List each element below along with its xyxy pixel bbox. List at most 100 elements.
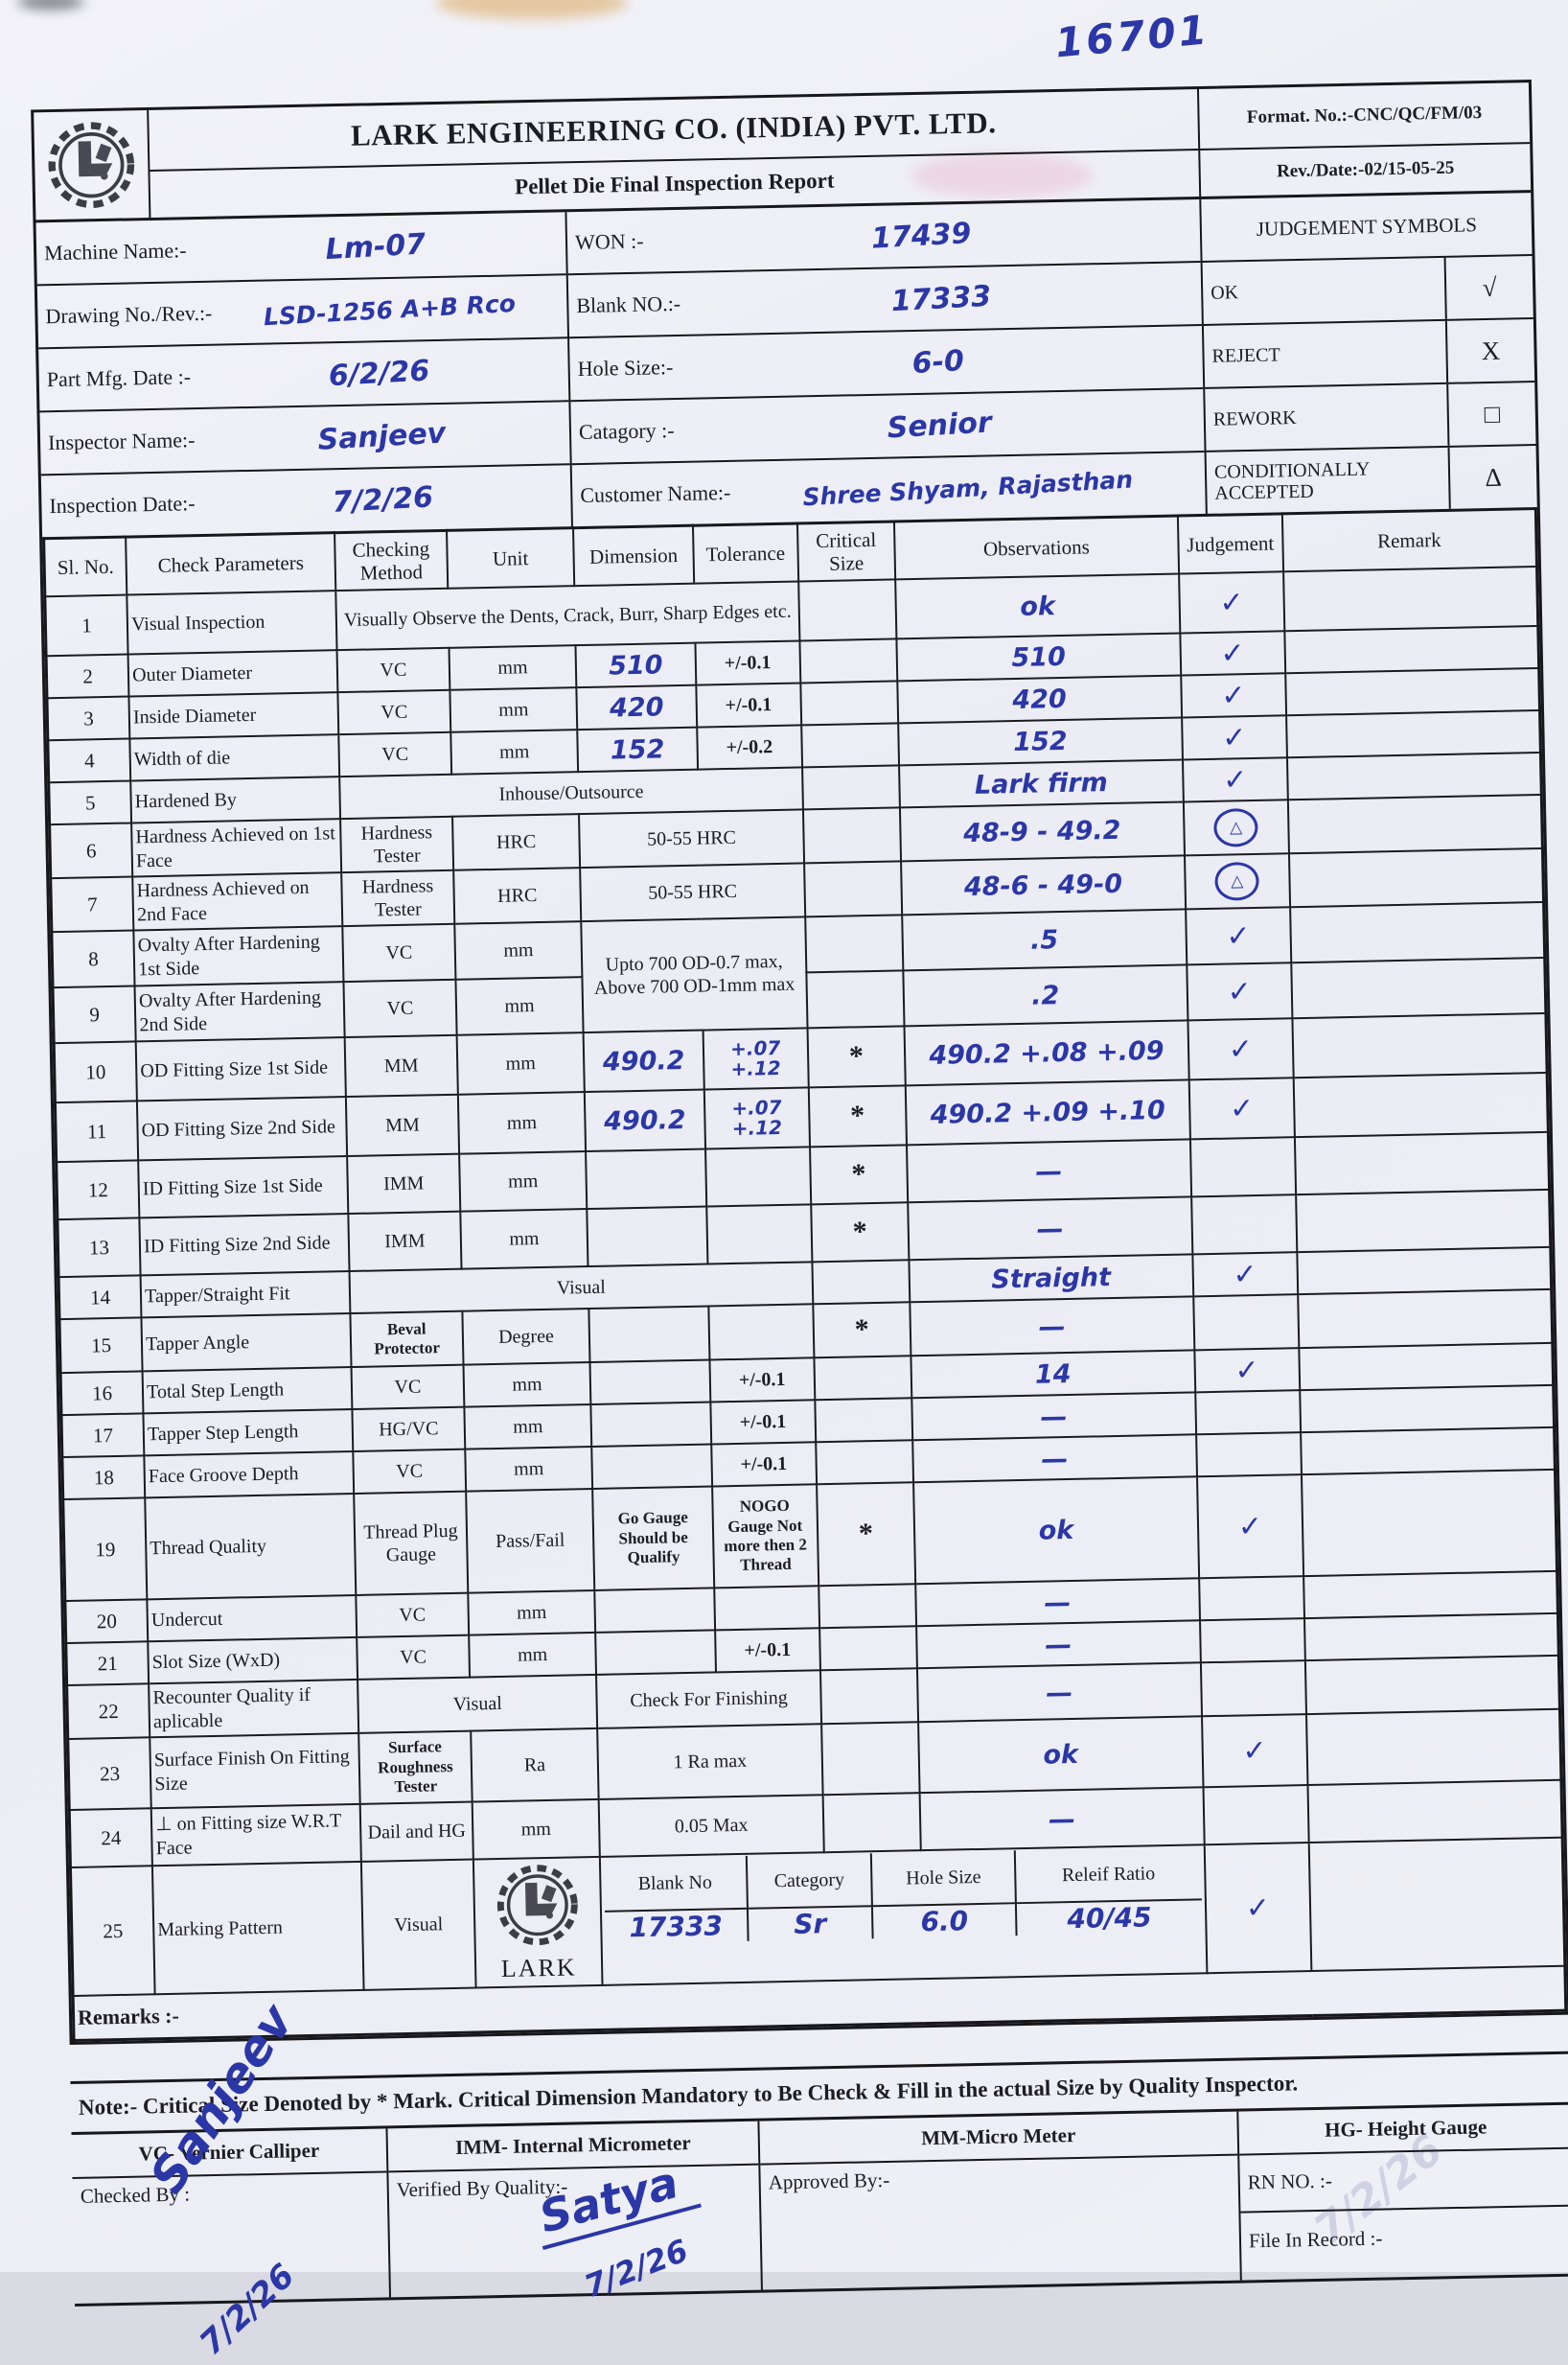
table-cell (1286, 752, 1542, 800)
table-cell: 22 (66, 1683, 150, 1740)
table-cell (804, 915, 904, 973)
table-cell: ✓ (1180, 673, 1286, 718)
table-cell: ✓ (1185, 907, 1292, 965)
table-cell: ✓ (1188, 1018, 1294, 1080)
table-cell (1284, 626, 1539, 674)
table-cell: Undercut (147, 1594, 357, 1642)
table-cell: ok (895, 573, 1181, 639)
handwritten-value: 17439 (870, 216, 973, 256)
table-cell: * (816, 1482, 916, 1587)
field-label: Inspection Date:- (49, 491, 196, 519)
table-cell: +/-0.1 (696, 683, 801, 728)
table-cell: 13 (57, 1217, 141, 1278)
table-cell: Hardness Tester (341, 869, 455, 927)
table-cell: Hardness Tester (340, 816, 454, 873)
format-number: Format. No.:-CNC/QC/FM/03 (1196, 82, 1531, 151)
judgement-symbols-rows: OK √ REJECT X REWORK □ CONDITIONALLY ACCEPTED Δ (1202, 256, 1537, 514)
table-cell: mm (469, 1632, 597, 1678)
judgement-symbol-row: CONDITIONALLY ACCEPTED Δ (1207, 446, 1537, 514)
field-label: Drawing No./Rev.:- (45, 300, 213, 329)
column-header: Critical Size (796, 521, 896, 582)
table-cell (1308, 1837, 1565, 1972)
table-cell: OD Fitting Size 2nd Side (137, 1097, 348, 1161)
table-cell: VC (336, 647, 450, 693)
table-cell (801, 765, 900, 810)
legend-imm: IMM- Internal Micrometer (387, 2121, 759, 2172)
judgement-symbol-label: CONDITIONALLY ACCEPTED (1213, 458, 1370, 504)
table-cell: ✓ (1192, 1252, 1298, 1297)
table-cell (820, 1722, 920, 1796)
table-cell: 12 (56, 1160, 140, 1220)
table-cell: Tapper Step Length (143, 1408, 354, 1456)
field-label: Customer Name:- (580, 479, 731, 508)
table-cell: Visual (360, 1859, 476, 1990)
table-cell: ID Fitting Size 1st Side (138, 1156, 349, 1218)
scan-edge-mark (17, 0, 84, 10)
table-cell (1293, 1072, 1549, 1138)
table-cell: Hardness Achieved on 1st Face (131, 819, 342, 877)
table-cell: IMM (348, 1211, 462, 1272)
checked-by-date: 7/2/26 (192, 2256, 303, 2363)
table-cell: mm (454, 921, 583, 980)
table-cell: Tapper Angle (141, 1313, 352, 1372)
field-part-mfg-date: Part Mfg. Date :- 6/2/26 (38, 338, 569, 413)
table-cell: ✓ (1178, 571, 1285, 634)
table-cell: Degree (462, 1309, 590, 1365)
legend-footer: VC- Vernier Calliper Checked By : Sanjee… (71, 1994, 1568, 2362)
column-header: Observations (893, 516, 1179, 580)
table-cell: * (810, 1202, 910, 1263)
field-label: Part Mfg. Date :- (46, 364, 192, 392)
info-middle-column: WON :- 17439 Blank NO.:- 17333 Hole Size… (565, 199, 1206, 527)
handwritten-value: 7/2/26 (331, 479, 435, 520)
table-cell (704, 1147, 811, 1207)
judgement-symbol-label: REJECT (1211, 344, 1280, 367)
table-cell: 10 (54, 1041, 138, 1103)
table-cell: Slot Size (WxD) (148, 1636, 358, 1684)
table-cell (819, 1668, 919, 1725)
column-header: Dimension (573, 525, 694, 587)
table-cell: Inside Diameter (128, 692, 339, 739)
verified-by-date: 7/2/26 (579, 2231, 693, 2305)
table-cell: Visual Inspection (127, 591, 337, 655)
judgement-symbol-glyph: X (1444, 319, 1535, 383)
info-section: Machine Name:- Lm-07 Drawing No./Rev.:- … (35, 190, 1537, 538)
table-cell: mm (472, 1798, 601, 1860)
table-cell: mm (464, 1404, 592, 1449)
table-cell: Lark firm (898, 759, 1184, 808)
judgement-symbol-row: OK √ (1202, 256, 1533, 326)
judgement-mark: ✓ (1204, 1843, 1312, 1974)
column-header: Judgement (1177, 513, 1283, 574)
table-cell: mm (450, 687, 578, 732)
table-cell: ok (918, 1716, 1204, 1794)
lark-gear-logo-icon (496, 1864, 578, 1945)
table-cell: VC (342, 923, 456, 983)
form-header: LARK ENGINEERING CO. (INDIA) PVT. LTD. F… (34, 82, 1532, 220)
marking-pattern-section: 25 Marking Pattern Visual LARK (70, 1837, 1566, 2040)
table-cell: 11 (55, 1101, 139, 1163)
field-label: Hole Size:- (577, 355, 674, 382)
table-cell (1292, 1012, 1548, 1078)
judgement-symbol-row: REJECT X (1203, 319, 1535, 389)
table-cell: Check For Finishing (596, 1670, 821, 1728)
table-cell: 510 (896, 633, 1181, 682)
table-cell: 1 (44, 594, 128, 657)
table-cell: 152 (577, 727, 698, 773)
table-cell: Beval Protector (350, 1310, 464, 1368)
table-cell: Marking Pattern (152, 1861, 364, 1995)
company-logo (34, 109, 151, 220)
table-cell: VC (351, 1364, 465, 1409)
handwritten-value: Lm-07 (325, 226, 427, 267)
table-cell (1297, 1246, 1552, 1295)
judgement-symbol-glyph: □ (1446, 383, 1536, 446)
table-cell: 23 (67, 1737, 151, 1811)
table-cell: MM (344, 1034, 458, 1098)
table-cell: +/-0.1 (710, 1442, 817, 1487)
handwritten-serial-number: 16701 (1052, 6, 1211, 67)
table-body: 1 Visual Inspection Visually Observe the D… (44, 567, 1563, 1867)
table-cell (595, 1630, 716, 1675)
handwritten-value: 17333 (889, 279, 992, 318)
table-cell: * (807, 1026, 906, 1088)
table-cell (594, 1588, 715, 1633)
table-cell: Surface Finish On Fitting Size (150, 1732, 360, 1809)
